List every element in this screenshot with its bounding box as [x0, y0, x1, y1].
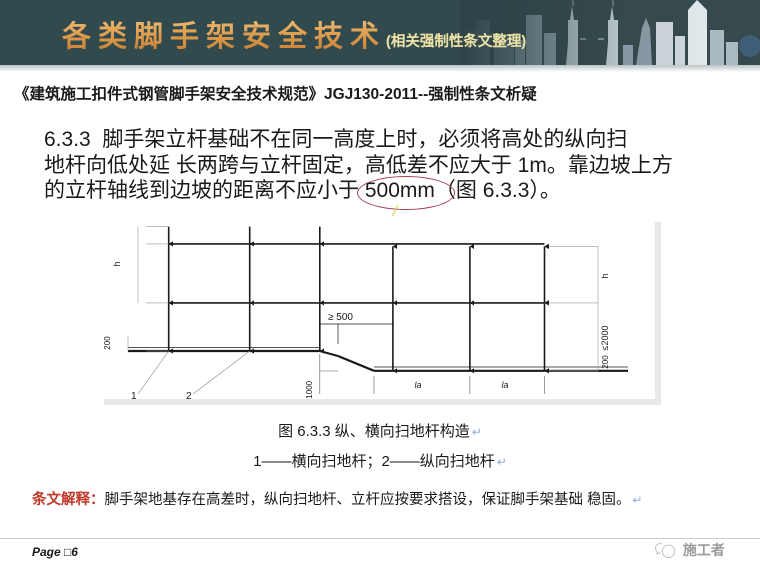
- svg-text:200: 200: [601, 355, 610, 369]
- svg-text:≤1000: ≤1000: [305, 380, 314, 399]
- svg-text:h: h: [600, 273, 610, 278]
- svg-text:la: la: [414, 380, 421, 390]
- svg-text:200: 200: [103, 336, 112, 350]
- svg-text:≤2000: ≤2000: [600, 326, 610, 351]
- svg-text:2: 2: [186, 391, 192, 399]
- svg-text:≥ 500: ≥ 500: [328, 312, 353, 323]
- svg-text:h: h: [112, 261, 122, 266]
- svg-text:la: la: [501, 380, 508, 390]
- svg-text:1: 1: [131, 391, 137, 399]
